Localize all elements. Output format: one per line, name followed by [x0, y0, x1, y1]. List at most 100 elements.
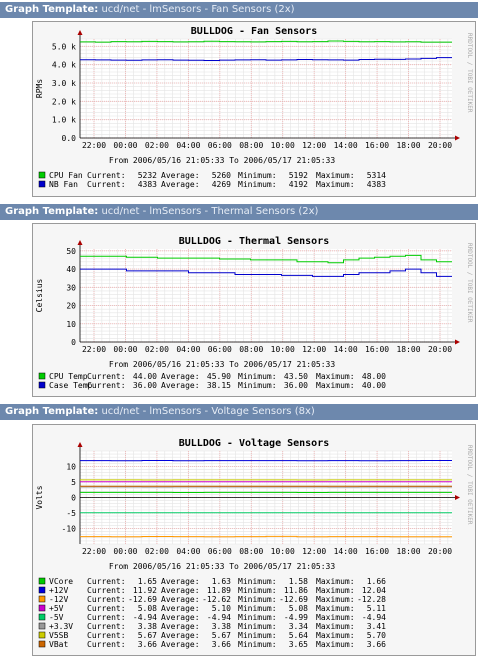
- legend-stat-label: Current:: [87, 622, 126, 631]
- fan-sensors-graph[interactable]: 22:00 00:00 02:00 04:00 06:00 08:00 10:00 12:00…: [32, 21, 476, 197]
- x-axis-arrow: [455, 339, 460, 345]
- legend-stat-label: Current:: [87, 372, 126, 381]
- x-tick-label: 14:00: [334, 141, 358, 150]
- legend-stat-label: Minimum:: [238, 631, 277, 640]
- x-tick-label: 04:00: [176, 547, 200, 556]
- legend-stat-label: Current:: [87, 171, 126, 180]
- template-label: Graph Template:: [5, 406, 99, 417]
- legend-stat-label: Average:: [161, 381, 200, 390]
- x-tick-label: 02:00: [145, 141, 169, 150]
- x-tick-label: 10:00: [271, 345, 295, 354]
- x-tick-label: 20:00: [428, 547, 452, 556]
- legend-stat-value: 11.89: [207, 586, 231, 595]
- x-tick-label: 06:00: [208, 345, 232, 354]
- legend-stat-value: 4269: [212, 180, 231, 189]
- y-tick-label: 5: [71, 478, 76, 487]
- legend-stat-label: Minimum:: [238, 381, 277, 390]
- legend-stat-label: Maximum:: [316, 613, 355, 622]
- legend-stat-value: 45.90: [207, 372, 231, 381]
- x-tick-label: 12:00: [302, 547, 326, 556]
- watermark: RRDTOOL / TOBI OETIKER: [466, 33, 473, 113]
- legend-stat-label: Minimum:: [238, 604, 277, 613]
- y-tick-label: 0: [71, 338, 76, 347]
- legend-stat-label: Maximum:: [316, 640, 355, 649]
- x-tick-label: 08:00: [239, 547, 263, 556]
- y-tick-label: 0.0: [62, 134, 77, 143]
- legend-swatch: [38, 586, 46, 594]
- legend-series-name: NB Fan: [49, 180, 78, 189]
- thermal-sensors-graph[interactable]: 22:00 00:00 02:00 04:00 06:00 08:00 10:00 12:00…: [32, 223, 476, 397]
- y-tick-label: 40: [66, 265, 76, 274]
- legend-stat-label: Minimum:: [238, 613, 277, 622]
- legend-stat-value: -4.94: [362, 613, 386, 622]
- template-name[interactable]: ucd/net - lmSensors - Voltage Sensors (8…: [101, 406, 315, 417]
- legend-stat-label: Average:: [161, 171, 200, 180]
- legend-series-name: CPU Fan: [49, 171, 83, 180]
- legend-stat-label: Current:: [87, 640, 126, 649]
- legend-stat-value: 1.66: [367, 577, 386, 586]
- x-tick-label: 22:00: [82, 141, 106, 150]
- legend-swatch: [38, 372, 46, 380]
- legend-stat-value: -12.28: [357, 595, 386, 604]
- legend-stat-label: Minimum:: [238, 622, 277, 631]
- y-axis-label: Celsius: [35, 278, 44, 312]
- legend-stat-label: Maximum:: [316, 604, 355, 613]
- legend-stat-label: Minimum:: [238, 171, 277, 180]
- x-tick-label: 20:00: [428, 345, 452, 354]
- series-line-1: [80, 57, 452, 61]
- legend-stat-value: 1.65: [138, 577, 157, 586]
- template-name[interactable]: ucd/net - lmSensors - Thermal Sensors (2…: [101, 206, 319, 217]
- legend-stat-label: Current:: [87, 586, 126, 595]
- legend-stat-value: 4192: [289, 180, 308, 189]
- x-tick-label: 18:00: [396, 141, 420, 150]
- legend-stat-value: 3.66: [212, 640, 231, 649]
- legend-stat-value: 5.64: [289, 631, 308, 640]
- graph-title: BULLDOG - Voltage Sensors: [179, 438, 330, 449]
- legend-stat-value: -4.94: [133, 613, 157, 622]
- legend-stat-label: Average:: [161, 586, 200, 595]
- template-name[interactable]: ucd/net - lmSensors - Fan Sensors (2x): [101, 4, 295, 15]
- legend-stat-value: 5.11: [367, 604, 386, 613]
- x-tick-label: 16:00: [365, 345, 389, 354]
- legend-stat-label: Minimum:: [238, 640, 277, 649]
- legend-stat-value: 1.63: [212, 577, 231, 586]
- legend-swatch: [38, 640, 46, 648]
- legend-stat-value: 5.67: [138, 631, 157, 640]
- legend-series-name: +12V: [49, 586, 68, 595]
- legend-stat-label: Minimum:: [238, 595, 277, 604]
- x-tick-label: 06:00: [208, 141, 232, 150]
- y-tick-label: 30: [66, 283, 76, 292]
- legend-stat-value: 36.00: [284, 381, 308, 390]
- legend-stat-value: 48.00: [362, 372, 386, 381]
- legend-stat-label: Current:: [87, 577, 126, 586]
- x-tick-label: 00:00: [113, 141, 137, 150]
- x-tick-label: 10:00: [271, 547, 295, 556]
- template-label: Graph Template:: [5, 206, 99, 217]
- legend-swatch: [38, 604, 46, 612]
- legend-stat-value: -4.99: [284, 613, 308, 622]
- legend-stat-label: Maximum:: [316, 171, 355, 180]
- legend-series-name: CPU Temp: [49, 372, 88, 381]
- legend-stat-value: 3.66: [138, 640, 157, 649]
- legend-stat-value: 5.70: [367, 631, 386, 640]
- x-tick-label: 20:00: [428, 141, 452, 150]
- graph-title: BULLDOG - Fan Sensors: [191, 26, 317, 37]
- x-tick-label: 02:00: [145, 547, 169, 556]
- voltage-sensors-graph[interactable]: 22:00 00:00 02:00 04:00 06:00 08:00 10:00 12:00…: [32, 424, 476, 656]
- legend-swatch: [38, 613, 46, 621]
- series-line-0: [80, 254, 452, 264]
- legend-stat-value: 5192: [289, 171, 308, 180]
- y-axis-label: RPMs: [35, 79, 44, 98]
- y-tick-label: 20: [66, 302, 76, 311]
- legend-stat-value: 38.15: [207, 381, 231, 390]
- x-tick-label: 06:00: [208, 547, 232, 556]
- x-tick-label: 08:00: [239, 141, 263, 150]
- plot-area: [80, 249, 452, 342]
- legend-stat-value: 5.67: [212, 631, 231, 640]
- legend-stat-label: Minimum:: [238, 577, 277, 586]
- legend-stat-label: Maximum:: [316, 595, 355, 604]
- template-label: Graph Template:: [5, 4, 99, 15]
- legend-stat-label: Current:: [87, 631, 126, 640]
- legend-series-name: VBat: [49, 640, 68, 649]
- x-tick-label: 22:00: [82, 345, 106, 354]
